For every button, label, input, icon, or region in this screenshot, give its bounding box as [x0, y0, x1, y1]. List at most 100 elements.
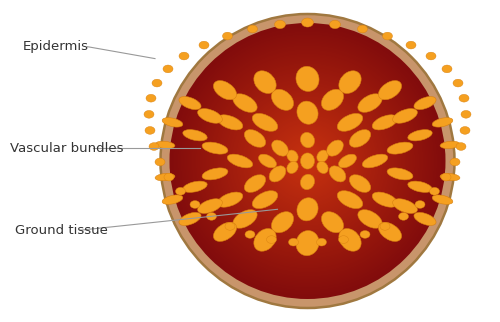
Ellipse shape — [179, 213, 201, 225]
Ellipse shape — [296, 231, 319, 256]
Ellipse shape — [247, 100, 368, 222]
Ellipse shape — [212, 66, 402, 256]
Ellipse shape — [220, 74, 394, 248]
Ellipse shape — [282, 135, 334, 187]
Ellipse shape — [201, 55, 414, 267]
Ellipse shape — [180, 34, 434, 288]
Ellipse shape — [145, 127, 155, 134]
Ellipse shape — [190, 44, 425, 278]
Ellipse shape — [246, 99, 370, 223]
Ellipse shape — [250, 103, 366, 219]
Ellipse shape — [387, 142, 413, 154]
Ellipse shape — [149, 143, 159, 150]
Ellipse shape — [206, 59, 410, 263]
Ellipse shape — [244, 130, 266, 147]
Ellipse shape — [216, 70, 398, 252]
Ellipse shape — [233, 210, 257, 228]
Ellipse shape — [264, 117, 352, 205]
Ellipse shape — [288, 142, 327, 180]
Ellipse shape — [214, 80, 236, 100]
Ellipse shape — [242, 96, 372, 226]
Ellipse shape — [183, 130, 207, 141]
Ellipse shape — [362, 154, 388, 168]
Ellipse shape — [408, 130, 432, 141]
Ellipse shape — [408, 181, 432, 192]
Ellipse shape — [226, 80, 389, 242]
Ellipse shape — [329, 166, 346, 182]
Ellipse shape — [302, 156, 313, 166]
Ellipse shape — [184, 37, 432, 285]
Ellipse shape — [322, 89, 344, 110]
Ellipse shape — [189, 42, 426, 280]
Ellipse shape — [272, 125, 344, 197]
Ellipse shape — [272, 212, 293, 233]
Ellipse shape — [198, 109, 222, 123]
Ellipse shape — [192, 45, 424, 277]
Ellipse shape — [193, 46, 422, 276]
Ellipse shape — [176, 30, 438, 292]
Ellipse shape — [316, 238, 326, 246]
Ellipse shape — [155, 158, 165, 166]
Ellipse shape — [392, 109, 417, 123]
Ellipse shape — [162, 195, 183, 204]
Ellipse shape — [198, 52, 416, 270]
Ellipse shape — [291, 145, 324, 177]
Ellipse shape — [300, 132, 314, 148]
Ellipse shape — [297, 101, 318, 124]
Ellipse shape — [218, 71, 397, 251]
Ellipse shape — [378, 222, 402, 242]
Ellipse shape — [430, 187, 440, 195]
Ellipse shape — [277, 131, 338, 191]
Ellipse shape — [206, 213, 216, 220]
Ellipse shape — [294, 147, 322, 175]
Text: Vascular bundles: Vascular bundles — [10, 142, 124, 155]
Ellipse shape — [339, 229, 361, 251]
Ellipse shape — [199, 41, 209, 49]
Ellipse shape — [196, 49, 420, 273]
Ellipse shape — [215, 69, 400, 253]
Ellipse shape — [232, 85, 384, 237]
Ellipse shape — [197, 51, 418, 271]
Ellipse shape — [440, 141, 460, 148]
Ellipse shape — [304, 158, 310, 164]
Ellipse shape — [272, 89, 293, 110]
Ellipse shape — [442, 65, 452, 73]
Ellipse shape — [194, 48, 420, 274]
Ellipse shape — [300, 153, 314, 169]
Ellipse shape — [200, 53, 415, 269]
Ellipse shape — [269, 166, 286, 182]
Text: Epidermis: Epidermis — [22, 40, 88, 53]
Ellipse shape — [162, 118, 183, 127]
Ellipse shape — [358, 94, 382, 112]
Ellipse shape — [198, 199, 222, 213]
Ellipse shape — [155, 141, 175, 148]
Ellipse shape — [338, 191, 362, 209]
Ellipse shape — [432, 118, 453, 127]
Ellipse shape — [248, 25, 258, 33]
Ellipse shape — [233, 87, 382, 235]
Ellipse shape — [450, 158, 460, 166]
Ellipse shape — [426, 52, 436, 60]
Ellipse shape — [414, 97, 436, 109]
Ellipse shape — [237, 90, 378, 232]
Ellipse shape — [272, 140, 288, 156]
Ellipse shape — [225, 223, 235, 230]
Ellipse shape — [392, 199, 417, 213]
Ellipse shape — [229, 82, 386, 240]
Ellipse shape — [266, 119, 349, 203]
Ellipse shape — [270, 124, 345, 198]
Ellipse shape — [183, 181, 207, 192]
Ellipse shape — [207, 60, 408, 262]
Ellipse shape — [240, 93, 375, 229]
Ellipse shape — [202, 142, 228, 154]
Ellipse shape — [300, 154, 314, 168]
Ellipse shape — [155, 174, 175, 181]
Ellipse shape — [304, 157, 312, 165]
Ellipse shape — [160, 14, 455, 308]
Ellipse shape — [234, 88, 380, 234]
Ellipse shape — [214, 222, 236, 242]
Ellipse shape — [230, 84, 385, 238]
Ellipse shape — [358, 210, 382, 228]
Ellipse shape — [258, 111, 357, 211]
Ellipse shape — [286, 139, 330, 183]
